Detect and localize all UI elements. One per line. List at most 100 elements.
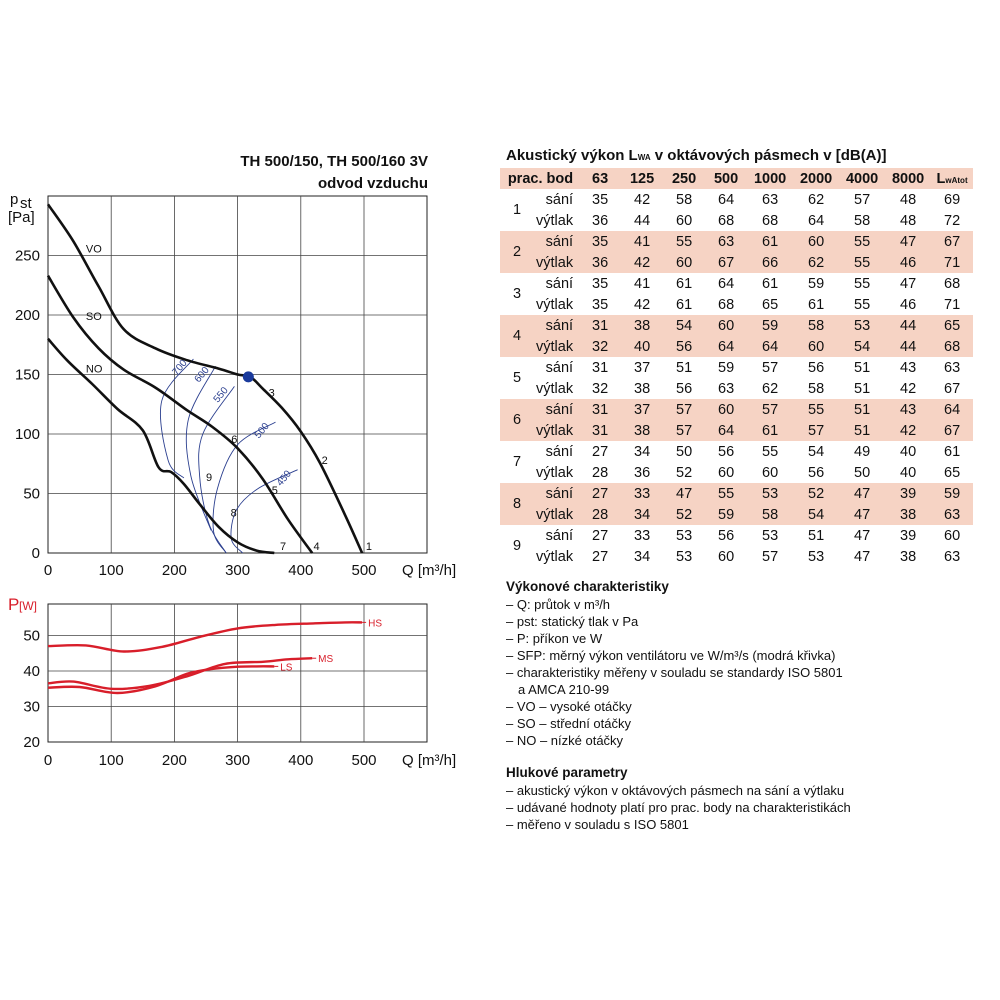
table-cell: 36 [634,464,651,481]
table-cell: 53 [762,527,779,544]
table-cell: 61 [944,443,961,460]
table-cell: 38 [621,315,664,336]
table-cell: 72 [944,212,961,229]
table-cell: 57 [762,359,779,376]
table-cell: 57 [762,548,779,565]
side-label: sání [545,443,574,460]
table-cell: 67 [944,380,961,397]
table-cell: 60 [793,231,840,252]
table-title: Akustický výkon LWA v oktávových pásmech… [506,147,887,164]
table-cell: 60 [793,336,840,357]
table-cell: 58 [676,191,693,208]
table-cell: 52 [676,464,693,481]
table-cell: 68 [718,296,735,313]
table-cell: 48 [900,212,917,229]
table-cell: 68 [944,275,961,292]
table-row: 2 sání 35 41 55 63 61 60 55 47 67 [500,231,974,273]
table-cell: 42 [885,420,932,441]
working-point-label: 2 [322,455,328,467]
table-cell: 47 [900,275,917,292]
table-cell: 39 [900,527,917,544]
power-curve-ls [47,665,275,695]
working-point-label: 6 [231,434,237,446]
side-label: sání [545,359,574,376]
table-cell: 31 [592,359,609,376]
table-cell: 60 [718,464,735,481]
point-number: 1 [512,202,522,218]
working-point-label: 8 [231,508,237,520]
power-curve-hs [47,621,363,653]
chart1-xtick-label: 100 [99,562,124,579]
table-cell: 62 [762,380,779,397]
acoustic-table: prac. bod 63 125 250 500 1000 2000 4000 8000 LwAt… [500,168,974,567]
table-cell: 34 [621,504,664,525]
chart1-ytick-label: 50 [23,486,40,503]
table-header-row: prac. bod 63 125 250 500 1000 2000 4000 8000 LwAt… [500,168,974,189]
table-cell: 68 [718,212,735,229]
point-number: 6 [500,399,534,441]
chart2-xtick-label: 100 [99,752,124,769]
table-cell: 71 [944,296,961,313]
table-cell: 56 [663,336,706,357]
table-cell: 57 [793,420,840,441]
table-cell: 55 [839,231,886,252]
table-cell: 56 [676,380,693,397]
chart2-ytick-label: 50 [23,628,40,645]
table-cell: 59 [705,504,748,525]
table-cell: 47 [839,504,886,525]
table-cell: 27 [579,483,622,504]
table-cell: 59 [718,359,735,376]
table-row: 5 sání 31 37 51 59 57 56 51 43 63 [500,357,973,387]
chart2-ylabel: P [8,595,19,614]
table-cell: 65 [931,315,974,336]
chart1-ytick-label: 150 [15,367,40,384]
table-cell: 53 [808,548,825,565]
working-point-label: 5 [272,485,278,497]
chart1-xtick-label: 0 [44,562,52,579]
note-item: – SO – střední otáčky [506,716,632,731]
table-cell: 68 [762,212,779,229]
point-number: 3 [512,286,522,302]
table-row: výtlak 32 38 56 63 62 58 51 42 67 [500,378,973,399]
table-row: výtlak 28 34 52 59 58 54 47 38 63 [500,504,974,525]
header-band: 63 [579,168,622,189]
table-cell: 62 [808,191,825,208]
note-item: – měřeno v souladu s ISO 5801 [506,817,689,832]
side-label: sání [545,527,574,544]
chart1-ytick-label: 0 [32,545,40,562]
table-cell: 64 [718,191,735,208]
table-cell: 66 [747,252,794,273]
table-cell: 27 [592,527,609,544]
table-cell: 64 [747,336,794,357]
chart2-ytick-label: 20 [23,734,40,751]
table-cell: 37 [621,399,664,420]
chart2-ytick-label: 40 [23,663,40,680]
table-cell: 54 [839,336,886,357]
table-row: 9 sání 27 33 53 56 53 51 47 39 60 [500,525,973,555]
curve-label-vo: VO [86,243,102,255]
table-cell: 63 [944,548,961,565]
chart2-ytick-label: 30 [23,699,40,716]
chart-title: TH 500/150, TH 500/160 3V [240,153,428,170]
table-cell: 65 [944,464,961,481]
noise-notes: – akustický výkon v oktávových pásmech n… [500,782,995,833]
note-item: – NO – nízké otáčky [506,733,624,748]
table-cell: 61 [676,275,693,292]
table-row: 1 sání 35 42 58 64 63 62 57 48 69 [500,189,973,219]
chart2-xtick-label: 400 [288,752,313,769]
table-cell: 53 [676,527,693,544]
chart1-xtick-label: 500 [351,562,376,579]
chart1-ylabel-unit: [Pa] [8,209,35,226]
table-cell: 37 [634,359,651,376]
table-cell: 52 [663,504,706,525]
table-cell: 64 [718,275,735,292]
table-cell: 33 [634,527,651,544]
table-cell: 42 [621,252,664,273]
table-cell: 64 [808,212,825,229]
chart2-xtick-label: 500 [351,752,376,769]
note-item: – udávané hodnoty platí pro prac. body n… [506,800,851,815]
header-band: 250 [663,168,706,189]
table-cell: 57 [663,399,706,420]
working-point-label: 7 [280,541,286,553]
table-cell: 56 [808,464,825,481]
